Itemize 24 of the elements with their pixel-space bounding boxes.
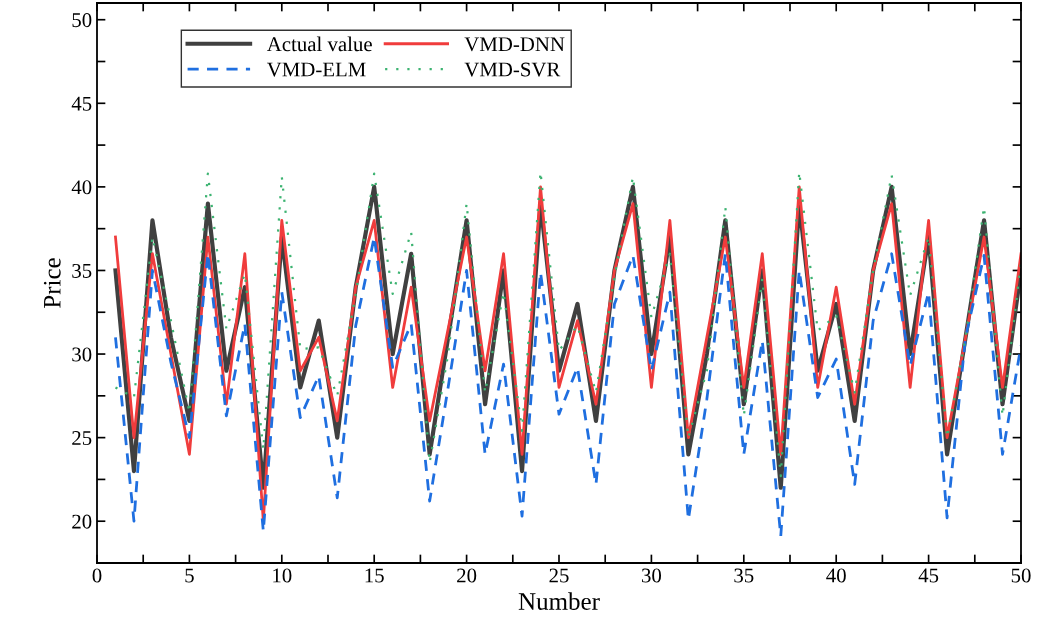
y-axis-title: Price: [43, 258, 61, 308]
x-tick-label: 0: [92, 568, 102, 583]
legend-label: VMD-SVR: [464, 62, 561, 77]
x-tick-label: 30: [641, 568, 662, 583]
y-tick-label: 45: [71, 96, 92, 111]
x-tick-label: 5: [185, 568, 194, 583]
y-tick-label: 50: [72, 13, 92, 28]
y-tick-label: 20: [72, 514, 92, 529]
legend-label: VMD-ELM: [266, 62, 366, 77]
y-tick-label: 30: [72, 347, 92, 362]
x-tick-label: 10: [273, 568, 292, 583]
x-axis-title: Number: [518, 592, 600, 610]
x-tick-label: 20: [457, 568, 477, 583]
x-tick-label: 35: [734, 568, 754, 583]
x-tick-label: 50: [1011, 568, 1031, 583]
y-tick-label: 40: [71, 180, 92, 195]
legend-label: Actual value: [266, 36, 372, 52]
y-tick-label: 25: [72, 431, 92, 446]
y-tick-label: 35: [72, 263, 92, 278]
legend-label: VMD-DNN: [464, 37, 565, 52]
x-tick-label: 45: [918, 568, 939, 583]
x-tick-label: 25: [549, 568, 569, 583]
x-tick-label: 40: [826, 568, 846, 583]
x-tick-label: 15: [365, 568, 384, 583]
